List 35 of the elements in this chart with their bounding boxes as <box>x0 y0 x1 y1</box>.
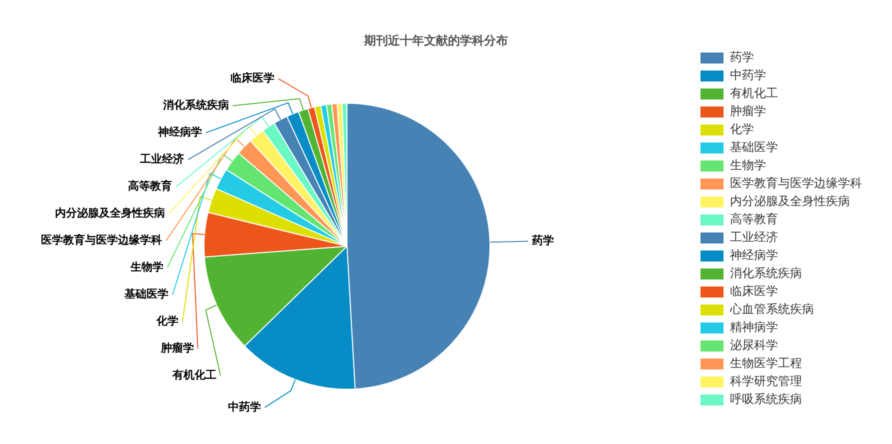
legend-label: 有机化工 <box>730 86 778 100</box>
legend-label: 药学 <box>730 50 754 64</box>
legend-label: 生物医学工程 <box>730 356 802 370</box>
slice-label: 肿瘤学 <box>160 342 194 355</box>
slice-label: 医学教育与医学边缘学科 <box>41 234 162 247</box>
slice-label: 药学 <box>530 234 554 248</box>
slice-label: 基础医学 <box>124 288 169 301</box>
slice-label: 化学 <box>156 314 178 328</box>
legend-label: 呼吸系统疾病 <box>730 392 802 406</box>
slice-label: 中药学 <box>228 400 261 414</box>
legend-label: 临床医学 <box>730 284 778 298</box>
legend-label: 内分泌腺及全身性疾病 <box>730 194 850 208</box>
legend-label: 生物学 <box>730 158 766 172</box>
slice-label: 神经病学 <box>157 126 202 139</box>
slice-label: 消化系统疾病 <box>162 98 229 112</box>
legend-label: 肿瘤学 <box>730 104 766 118</box>
legend-label: 心血管系统疾病 <box>729 302 814 316</box>
legend-label: 化学 <box>730 122 754 136</box>
legend-label: 精神病学 <box>730 320 778 334</box>
legend-label: 工业经济 <box>730 230 778 244</box>
legend-label: 高等教育 <box>730 212 778 226</box>
chart-title: 期刊近十年文献的学科分布 <box>363 33 508 48</box>
legend-label: 中药学 <box>730 68 766 82</box>
slice-label: 生物学 <box>129 260 164 274</box>
slice-label: 有机化工 <box>172 368 217 382</box>
slice-label: 高等教育 <box>128 180 172 193</box>
slice-label: 内分泌腺及全身性疾病 <box>54 206 165 220</box>
legend-label: 神经病学 <box>730 248 778 262</box>
slice-label: 临床医学 <box>230 72 274 85</box>
legend-label: 基础医学 <box>730 140 778 154</box>
legend-label: 医学教育与医学边缘学科 <box>730 176 862 190</box>
slice-label: 工业经济 <box>139 152 184 166</box>
legend-label: 泌尿科学 <box>730 338 778 352</box>
legend-label: 消化系统疾病 <box>730 266 802 280</box>
legend-label: 科学研究管理 <box>730 374 802 388</box>
